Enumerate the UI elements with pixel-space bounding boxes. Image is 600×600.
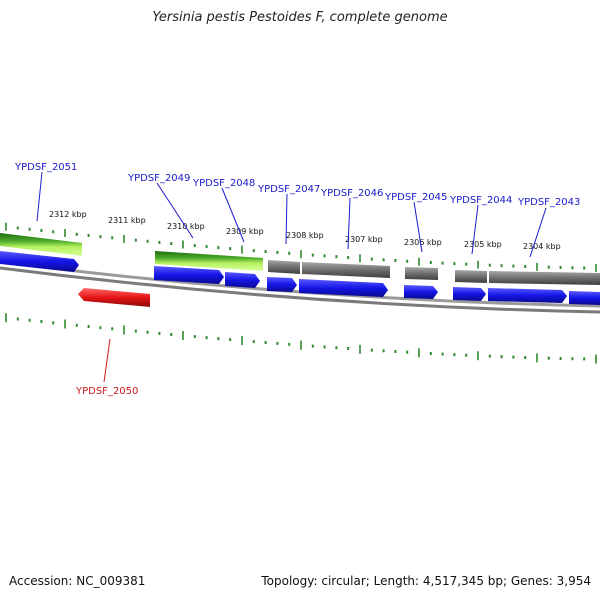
gene-label: YPDSF_2047	[257, 184, 320, 195]
gene-label-group: YPDSF_2051 YPDSF_2049 YPDSF_2048 YPDSF_2…	[14, 162, 580, 397]
gene-label: YPDSF_2051	[14, 162, 77, 173]
gene-label: YPDSF_2046	[320, 188, 383, 199]
cds-forward-arrow-2	[154, 266, 224, 284]
kbp-label: 2307 kbp	[345, 235, 383, 244]
gene-bar-green-left	[0, 233, 82, 256]
kbp-label: 2304 kbp	[523, 242, 561, 251]
kbp-label: 2309 kbp	[226, 227, 264, 236]
backbone-inner	[0, 266, 600, 314]
cds-forward-arrow-4	[267, 277, 297, 292]
feature-bar-gray-1	[268, 260, 300, 274]
gene-label: YPDSF_2049	[127, 173, 190, 184]
tick-row-upper	[5, 222, 597, 272]
cds-forward-arrow-8	[488, 288, 567, 303]
feature-bar-gray-5	[489, 271, 600, 285]
feature-bar-gray-4	[455, 270, 487, 283]
feature-bar-gray-3	[405, 267, 438, 280]
gene-label: YPDSF_2045	[384, 192, 447, 203]
cds-forward-arrow-7	[453, 287, 486, 301]
cds-forward-arrow-3	[225, 272, 260, 288]
accession-text: Accession: NC_009381	[9, 574, 146, 588]
tick-row-lower	[5, 313, 597, 364]
cds-forward-arrow-5	[299, 279, 388, 297]
gene-label: YPDSF_2048	[192, 178, 255, 189]
cds-reverse-arrow	[78, 288, 150, 307]
gene-leader-lines	[36, 171, 547, 383]
gene-bar-green-mid	[155, 251, 263, 271]
gene-label: YPDSF_2044	[449, 195, 512, 206]
genome-summary-text: Topology: circular; Length: 4,517,345 bp…	[261, 574, 591, 588]
cds-forward-arrow-6	[404, 285, 438, 299]
gene-label: YPDSF_2050	[75, 386, 138, 397]
kbp-label: 2308 kbp	[286, 231, 324, 240]
kbp-label: 2305 kbp	[464, 240, 502, 249]
gene-label: YPDSF_2043	[517, 197, 580, 208]
kbp-label: 2311 kbp	[108, 216, 146, 225]
kbp-label-group: 2312 kbp 2311 kbp 2310 kbp 2309 kbp 2308…	[49, 210, 561, 251]
cds-forward-arrow-1	[0, 251, 79, 272]
feature-bar-gray-2	[302, 262, 390, 278]
map-title: Yersinia pestis Pestoides F, complete ge…	[152, 10, 448, 25]
cds-forward-arrow-9	[569, 291, 600, 305]
kbp-label: 2312 kbp	[49, 210, 87, 219]
kbp-label: 2306 kbp	[404, 238, 442, 247]
